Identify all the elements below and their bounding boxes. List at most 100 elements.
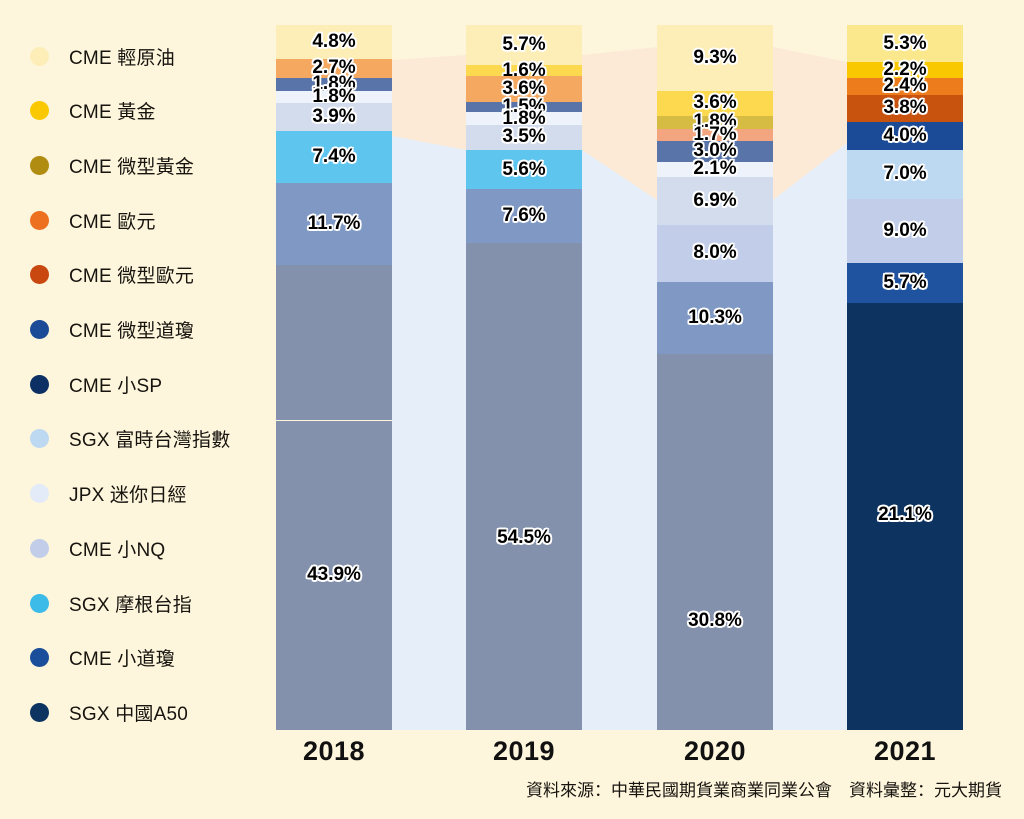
bar-segment[interactable] xyxy=(466,242,582,346)
segment-value-label: 3.6% xyxy=(693,92,737,114)
bar-segment[interactable]: 7.4% xyxy=(276,130,392,183)
bar-segment[interactable]: 1.5% xyxy=(466,96,582,117)
bar-2018: 4.8% 2.7% 1.8% 1.8% 3.9% 7.4% 11.7% 43.9% xyxy=(276,25,392,730)
bar-segment[interactable]: 11.7% xyxy=(276,182,392,266)
segment-value-label: 7.0% xyxy=(883,163,927,185)
legend-swatch-icon xyxy=(30,210,49,230)
bar-segment[interactable]: 5.6% xyxy=(466,149,582,190)
bar-segment[interactable]: 2.4% xyxy=(847,75,963,96)
legend-swatch-icon xyxy=(30,648,49,668)
segment-value-label: 8.0% xyxy=(693,242,737,264)
legend-item-jpx_mini_nikkei[interactable]: JPX 迷你日經 xyxy=(30,483,187,507)
legend-item-cme_mini_dow[interactable]: CME 小道瓊 xyxy=(30,647,175,671)
bar-segment[interactable]: 3.9% xyxy=(276,103,392,131)
bar-segment[interactable] xyxy=(847,302,963,441)
bar-2019: 5.7% 1.6% 3.6% 1.5% 1.8% 3.5% 5.6% 7.6% 54.5% xyxy=(466,25,582,730)
legend-item-cme_micro_gold[interactable]: CME 微型黃金 xyxy=(30,154,195,178)
bar-segment[interactable]: 2.2% xyxy=(847,59,963,80)
bar-segment[interactable]: 9.3% xyxy=(657,25,773,91)
bar-segment[interactable]: 30.8% xyxy=(657,512,773,730)
legend-item-cme_micro_euro[interactable]: CME 微型歐元 xyxy=(30,264,195,288)
bar-segment[interactable]: 1.8% xyxy=(276,73,392,94)
legend-item-cme_crude[interactable]: CME 輕原油 xyxy=(30,45,175,69)
bar-segment[interactable]: 54.5% xyxy=(466,345,582,730)
bar-segment[interactable]: 5.7% xyxy=(466,25,582,66)
segment-value-label: 5.7% xyxy=(883,271,927,293)
segment-value-label: 6.9% xyxy=(693,189,737,211)
legend-swatch-icon xyxy=(30,46,49,66)
year-label-2021: 2021 xyxy=(873,736,937,766)
bar-segment[interactable]: 3.6% xyxy=(657,90,773,116)
legend-item-cme_micro_dow[interactable]: CME 微型道瓊 xyxy=(30,319,194,342)
year-label-2019: 2019 xyxy=(492,736,556,766)
plot-area: 4.8% 2.7% 1.8% 1.8% 3.9% 7.4% 11.7% 43.9% 5.7% 1.… xyxy=(255,0,1024,819)
segment-value-label: 30.8% xyxy=(688,610,742,632)
bar-segment[interactable]: 6.9% xyxy=(657,176,773,226)
bar-segment[interactable]: 3.8% xyxy=(847,94,963,122)
bar-segment[interactable]: 3.0% xyxy=(657,140,773,162)
legend-item-sgx_msci_tw[interactable]: SGX 摩根台指 xyxy=(30,592,192,616)
bar-segment[interactable]: 43.9% xyxy=(276,420,392,730)
legend-item-label: CME 小SP xyxy=(69,375,163,397)
segment-value-label: 43.9% xyxy=(307,564,361,586)
segment-value-label: 7.4% xyxy=(312,145,356,167)
bar-segment[interactable]: 8.0% xyxy=(657,225,773,282)
bar-segment[interactable]: 7.0% xyxy=(847,149,963,200)
segment-value-label: 10.3% xyxy=(688,306,742,328)
source-footer: 資料來源：中華民國期貨業商業同業公會 資料彙整：元大期貨 xyxy=(526,781,1002,800)
bar-2020: 9.3% 3.6% 1.8% 1.7% 3.0% 2.1% 6.9% 8.0% 10.3% 30.… xyxy=(657,25,773,730)
bar-segment[interactable] xyxy=(847,589,963,730)
bar-segment[interactable]: 10.3% xyxy=(657,281,773,355)
bar-segment[interactable]: 5.3% xyxy=(847,25,963,63)
bar-segment[interactable]: 9.0% xyxy=(847,199,963,263)
year-label-2018: 2018 xyxy=(302,736,366,766)
bar-segment[interactable]: 1.8% xyxy=(657,111,773,132)
segment-value-label: 3.0% xyxy=(693,140,737,162)
legend-swatch-icon xyxy=(30,155,49,175)
legend-item-label: CME 微型黃金 xyxy=(69,156,195,178)
legend-item-label: CME 微型歐元 xyxy=(69,266,195,288)
bar-segment[interactable]: 5.7% xyxy=(847,262,963,303)
bar-segment[interactable]: 1.7% xyxy=(657,124,773,145)
legend-item-cme_mini_nq[interactable]: CME 小NQ xyxy=(30,537,166,561)
legend-swatch-icon xyxy=(30,538,49,558)
segment-value-label: 54.5% xyxy=(497,526,551,548)
legend-swatch-icon xyxy=(30,101,49,121)
segment-value-label: 11.7% xyxy=(307,213,361,235)
bar-segment[interactable]: 1.8% xyxy=(466,108,582,129)
bar-segment[interactable]: 1.8% xyxy=(276,86,392,107)
bar-segment[interactable]: 3.6% xyxy=(466,76,582,102)
legend-item-label: CME 小道瓊 xyxy=(69,649,175,671)
bar-segment[interactable] xyxy=(276,265,392,421)
legend-item-label: CME 小NQ xyxy=(69,539,166,561)
legend-item-label: JPX 迷你日經 xyxy=(69,485,187,507)
bar-segment[interactable]: 3.5% xyxy=(466,125,582,150)
bar-segment[interactable]: 4.8% xyxy=(276,25,392,59)
segment-value-label: 7.6% xyxy=(502,205,546,227)
bar-segment[interactable]: 4.0% xyxy=(847,121,963,150)
legend-item-label: CME 輕原油 xyxy=(69,47,175,69)
legend-item-cme_mini_sp[interactable]: CME 小SP xyxy=(30,373,163,397)
bar-segment[interactable] xyxy=(657,354,773,513)
bar-segment[interactable]: 7.6% xyxy=(466,189,582,243)
legend-swatch-icon xyxy=(30,374,49,394)
bar-segment[interactable]: 1.6% xyxy=(466,60,582,81)
legend-swatch-icon xyxy=(30,593,49,613)
segment-value-label: 9.3% xyxy=(693,46,737,68)
legend-item-sgx_ftse_tw[interactable]: SGX 富時台灣指數 xyxy=(30,428,230,451)
segment-value-label: 3.5% xyxy=(502,126,546,148)
chart-legend: CME 輕原油 CME 黃金 CME 微型黃金 CME 歐元 CME 微型歐元 CME 微… xyxy=(0,0,270,760)
bar-segment[interactable]: 2.1% xyxy=(657,158,773,179)
legend-swatch-icon xyxy=(30,429,49,449)
segment-value-label: 5.7% xyxy=(502,34,546,56)
segment-value-label: 3.9% xyxy=(312,105,356,127)
bar-segment[interactable]: 21.1% xyxy=(847,440,963,589)
legend-item-cme_euro[interactable]: CME 歐元 xyxy=(30,209,156,233)
bar-2021: 5.3% 2.2% 2.4% 3.8% 4.0% 7.0% 9.0% 5.7% 21.1% xyxy=(847,25,963,730)
legend-swatch-icon xyxy=(30,484,49,504)
legend-item-sgx_china_a50[interactable]: SGX 中國A50 xyxy=(30,701,188,725)
legend-item-label: CME 黃金 xyxy=(69,102,156,124)
legend-item-cme_gold[interactable]: CME 黃金 xyxy=(30,100,156,124)
bar-segment[interactable]: 2.7% xyxy=(276,57,392,78)
